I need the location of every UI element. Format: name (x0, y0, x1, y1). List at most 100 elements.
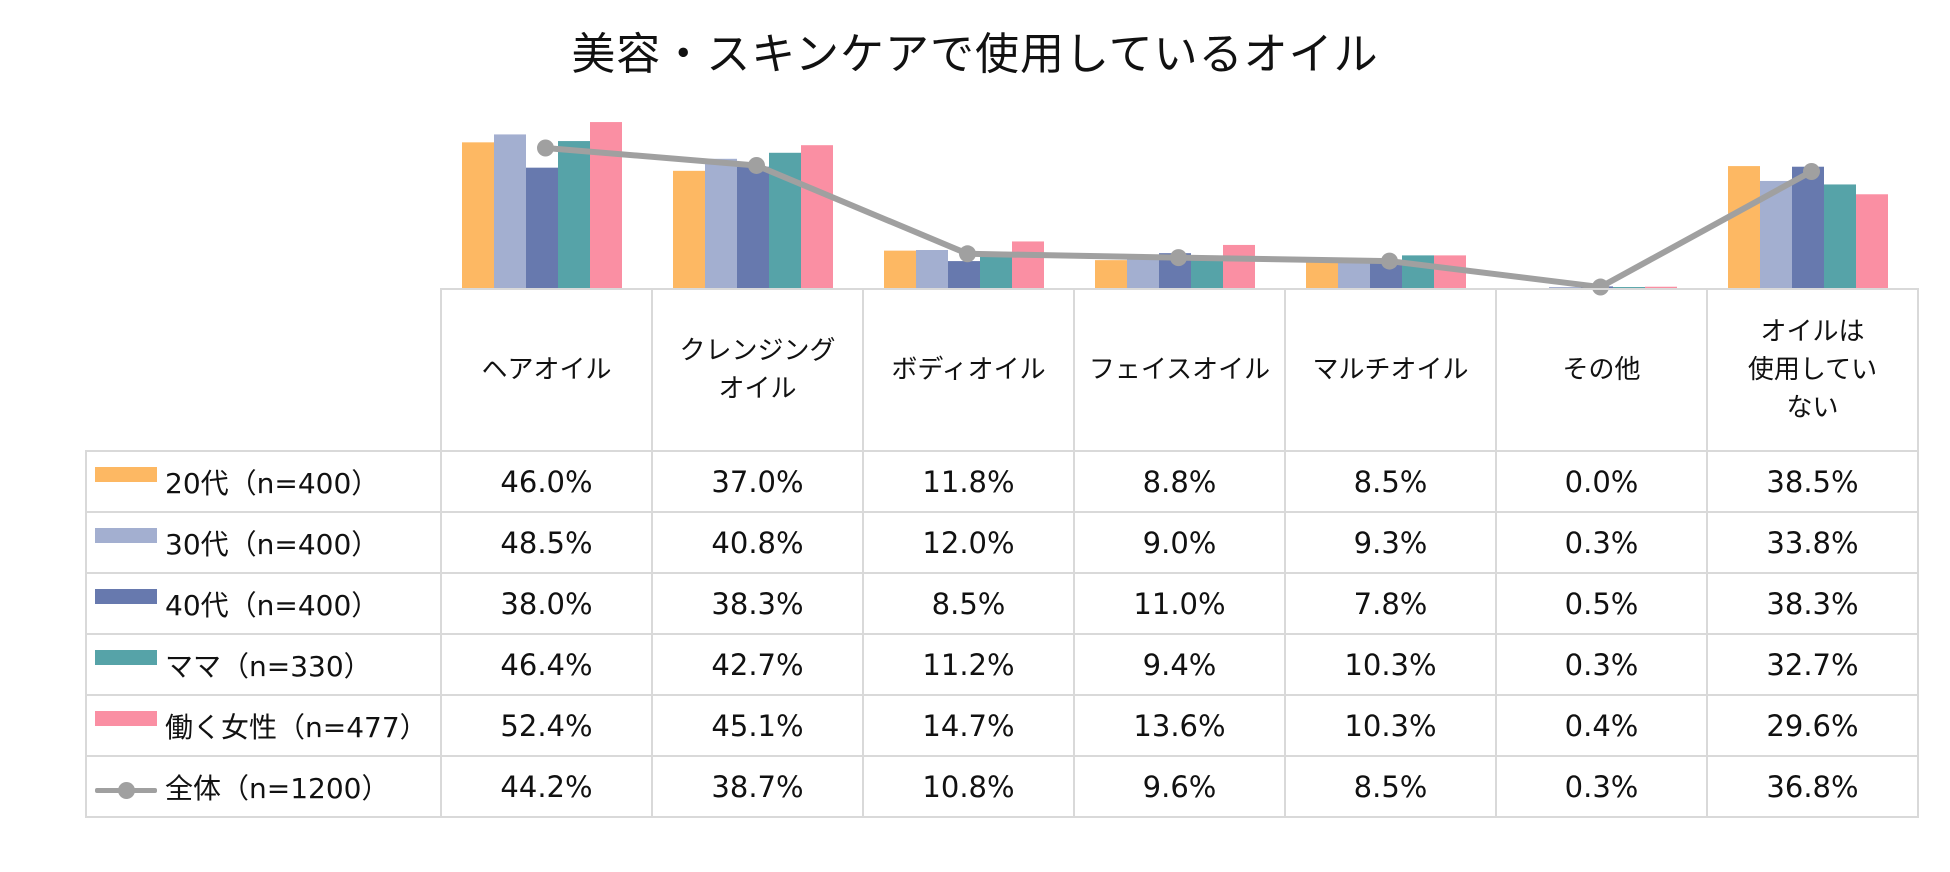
bar-5-2 (801, 145, 833, 288)
value-cell: 46.0% (440, 450, 653, 513)
legend-cell: 20代（n=400） (85, 450, 442, 513)
bar-5-3 (1012, 241, 1044, 288)
bar-1-7 (1728, 166, 1760, 288)
chart-title: 美容・スキンケアで使用しているオイル (571, 29, 1379, 80)
category-label: その他 (1495, 288, 1708, 452)
value-cell: 0.3% (1495, 511, 1708, 574)
legend-cell: 30代（n=400） (85, 511, 442, 574)
bar-1-2 (673, 170, 705, 288)
value-cell: 9.4% (1073, 633, 1286, 696)
value-cell: 0.0% (1495, 450, 1708, 513)
bar-1-5 (1306, 261, 1338, 288)
legend-swatch (95, 528, 157, 543)
value-cell: 11.2% (862, 633, 1075, 696)
data-table: ヘアオイル クレンジング オイル ボディオイル フェイスオイル マルチオイル そ… (85, 288, 1919, 818)
value-cell: 10.3% (1284, 694, 1497, 757)
table-row: 働く女性（n=477） 52.4% 45.1% 14.7% 13.6% 10.3% 0.4%… (85, 694, 1919, 757)
legend-cell: ママ（n=330） (85, 633, 442, 696)
value-cell: 11.8% (862, 450, 1075, 513)
value-cell: 29.6% (1706, 694, 1919, 757)
total-point-4 (1170, 249, 1187, 267)
bar-2-1 (494, 134, 526, 288)
value-cell: 38.7% (651, 755, 864, 818)
category-label: オイルは 使用してい ない (1706, 288, 1919, 452)
value-cell: 45.1% (651, 694, 864, 757)
legend-line-key (95, 780, 157, 800)
total-point-7 (1803, 162, 1820, 180)
value-cell: 33.8% (1706, 511, 1919, 574)
bar-4-7 (1824, 184, 1856, 288)
category-label: フェイスオイル (1073, 288, 1286, 452)
value-cell: 14.7% (862, 694, 1075, 757)
bar-1-4 (1095, 260, 1127, 288)
total-point-5 (1381, 252, 1398, 270)
value-cell: 0.5% (1495, 572, 1708, 635)
total-point-2 (748, 156, 765, 174)
value-cell: 10.8% (862, 755, 1075, 818)
table-corner (86, 289, 441, 451)
table-row: 20代（n=400） 46.0% 37.0% 11.8% 8.8% 8.5% 0.0% 38.… (85, 450, 1919, 513)
series-name: 全体（n=1200） (165, 771, 390, 805)
value-cell: 8.8% (1073, 450, 1286, 513)
value-cell: 38.3% (651, 572, 864, 635)
legend-cell: 働く女性（n=477） (85, 694, 442, 757)
value-cell: 12.0% (862, 511, 1075, 574)
table-row: ママ（n=330） 46.4% 42.7% 11.2% 9.4% 10.3% 0.3% 32.… (85, 633, 1919, 696)
value-cell: 32.7% (1706, 633, 1919, 696)
bar-3-1 (526, 167, 558, 288)
value-cell: 37.0% (651, 450, 864, 513)
value-cell: 8.5% (862, 572, 1075, 635)
value-cell: 48.5% (440, 511, 653, 574)
legend-swatch (95, 650, 157, 665)
bar-2-2 (705, 158, 737, 288)
bar-2-3 (916, 250, 948, 288)
value-cell: 8.5% (1284, 450, 1497, 513)
series-name: 働く女性（n=477） (165, 710, 428, 744)
value-cell: 9.3% (1284, 511, 1497, 574)
series-name: 40代（n=400） (165, 588, 380, 622)
legend-swatch (95, 589, 157, 604)
series-name: ママ（n=330） (165, 649, 372, 683)
value-cell: 13.6% (1073, 694, 1286, 757)
category-label: ヘアオイル (440, 288, 653, 452)
bar-5-7 (1856, 194, 1888, 288)
value-cell: 38.3% (1706, 572, 1919, 635)
category-label: クレンジング オイル (651, 288, 864, 452)
legend-swatch (95, 711, 157, 726)
bar-5-6 (1645, 286, 1677, 288)
bar-2-6 (1549, 287, 1581, 288)
legend-swatch (95, 467, 157, 482)
legend-cell: 40代（n=400） (85, 572, 442, 635)
legend-cell: 全体（n=1200） (85, 755, 442, 818)
bar-4-1 (558, 141, 590, 288)
value-cell: 52.4% (440, 694, 653, 757)
bar-4-4 (1191, 258, 1223, 288)
category-header-row: ヘアオイル クレンジング オイル ボディオイル フェイスオイル マルチオイル そ… (86, 288, 1919, 452)
value-cell: 7.8% (1284, 572, 1497, 635)
value-cell: 9.0% (1073, 511, 1286, 574)
category-label: ボディオイル (862, 288, 1075, 452)
value-cell: 36.8% (1706, 755, 1919, 818)
value-cell: 40.8% (651, 511, 864, 574)
bar-1-1 (462, 142, 494, 288)
value-cell: 0.3% (1495, 633, 1708, 696)
value-cell: 42.7% (651, 633, 864, 696)
table-row: 全体（n=1200） 44.2% 38.7% 10.8% 9.6% 8.5% 0.3% 36.… (85, 755, 1919, 818)
total-point-3 (959, 245, 976, 263)
value-cell: 9.6% (1073, 755, 1286, 818)
bar-4-3 (980, 252, 1012, 288)
bar-3-7 (1792, 166, 1824, 288)
value-cell: 38.5% (1706, 450, 1919, 513)
value-cell: 38.0% (440, 572, 653, 635)
value-cell: 0.3% (1495, 755, 1708, 818)
total-point-1 (537, 139, 554, 157)
category-label: マルチオイル (1284, 288, 1497, 452)
table-row: 40代（n=400） 38.0% 38.3% 8.5% 11.0% 7.8% 0.5% 38.… (85, 572, 1919, 635)
bar-3-2 (737, 166, 769, 288)
series-name: 30代（n=400） (165, 527, 380, 561)
bar-5-1 (590, 122, 622, 288)
bar-3-3 (948, 261, 980, 288)
bar-2-4 (1127, 259, 1159, 288)
value-cell: 46.4% (440, 633, 653, 696)
